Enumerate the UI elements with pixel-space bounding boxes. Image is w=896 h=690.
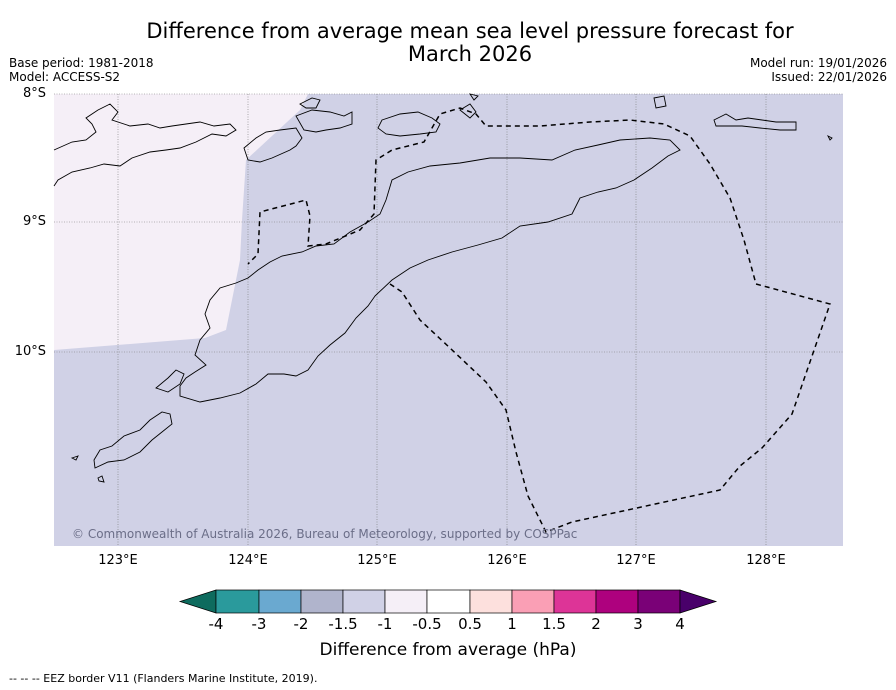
colorbar-segment-9 xyxy=(553,589,597,614)
colorbar-tick: 1 xyxy=(507,615,517,633)
lat-label-10s: 10°S xyxy=(14,344,46,359)
colorbar-tick: -1.5 xyxy=(328,615,358,633)
colorbar-tick: 3 xyxy=(633,615,643,633)
eez-border xyxy=(247,107,831,533)
anomaly-field-west xyxy=(54,94,308,350)
island-n-1 xyxy=(295,109,353,133)
colorbar-tick: 2 xyxy=(591,615,601,633)
flores-coastline xyxy=(53,103,237,187)
colorbar-segment-8 xyxy=(511,589,555,614)
colorbar-segment-11 xyxy=(637,589,681,614)
model-name: Model: ACCESS-S2 xyxy=(9,70,121,84)
colorbar-arrow-high xyxy=(679,589,718,614)
lon-label-127e: 127°E xyxy=(616,553,656,568)
colorbar-segment-1 xyxy=(215,589,260,614)
meta-right: Model run: 19/01/2026 Issued: 22/01/2026 xyxy=(750,56,887,84)
colorbar-tick: 0.5 xyxy=(458,615,482,633)
coastlines xyxy=(53,93,833,483)
model-run: Model run: 19/01/2026 xyxy=(749,56,887,70)
lat-label-8s: 8°S xyxy=(22,86,46,101)
lon-label-126e: 126°E xyxy=(487,553,527,568)
island-n-2 xyxy=(299,97,321,109)
lat-label-9s: 9°S xyxy=(22,214,46,229)
colorbar-segment-7 xyxy=(469,589,513,614)
colorbar-tick: -2 xyxy=(293,615,309,633)
island-sw-4 xyxy=(97,475,105,483)
colorbar-label: Difference from average (hPa) xyxy=(319,640,577,660)
island-sw-3 xyxy=(70,455,79,461)
colorbar-segment-5 xyxy=(384,589,428,614)
island-ne-3 xyxy=(713,113,797,131)
gridlines xyxy=(54,93,843,546)
colorbar-tick: -3 xyxy=(251,615,267,633)
island-ne-2 xyxy=(653,95,667,109)
alor-coastline xyxy=(243,127,303,163)
colorbar xyxy=(178,589,718,614)
timor-coastline xyxy=(179,137,681,403)
island-sw-2 xyxy=(93,411,173,469)
island-ne-4 xyxy=(826,134,833,141)
lon-label-125e: 125°E xyxy=(357,553,397,568)
title-line-1: Difference from average mean sea level p… xyxy=(146,19,794,43)
lon-label-128e: 128°E xyxy=(746,553,786,568)
copyright: © Commonwealth of Australia 2026, Bureau… xyxy=(72,527,577,541)
eez-polygon xyxy=(247,107,831,533)
colorbar-tick: -0.5 xyxy=(412,615,442,633)
lon-label-123e: 123°E xyxy=(98,553,138,568)
colorbar-segment-4 xyxy=(342,589,386,614)
issued-date: Issued: 22/01/2026 xyxy=(771,70,887,84)
colorbar-tick: 1.5 xyxy=(542,615,566,633)
colorbar-segment-10 xyxy=(595,589,639,614)
island-sw-1 xyxy=(155,369,185,393)
meta-left: Base period: 1981-2018 Model: ACCESS-S2 xyxy=(9,56,154,84)
colorbar-tick: -4 xyxy=(208,615,224,633)
colorbar-segment-6 xyxy=(426,589,471,614)
footnote: -- -- -- EEZ border V11 (Flanders Marine… xyxy=(9,672,318,685)
colorbar-segment-2 xyxy=(258,589,302,614)
lon-label-124e: 124°E xyxy=(228,553,268,568)
base-period: Base period: 1981-2018 xyxy=(9,56,154,70)
colorbar-arrow-low xyxy=(178,589,217,614)
colorbar-segment-3 xyxy=(300,589,344,614)
colorbar-tick: 4 xyxy=(675,615,685,633)
title-line-2: March 2026 xyxy=(407,42,533,66)
island-top-1 xyxy=(468,93,479,101)
wetar-coastline xyxy=(377,111,441,137)
chart-title: Difference from average mean sea level p… xyxy=(100,20,840,66)
colorbar-tick: -1 xyxy=(377,615,393,633)
island-ne-1 xyxy=(459,103,477,119)
